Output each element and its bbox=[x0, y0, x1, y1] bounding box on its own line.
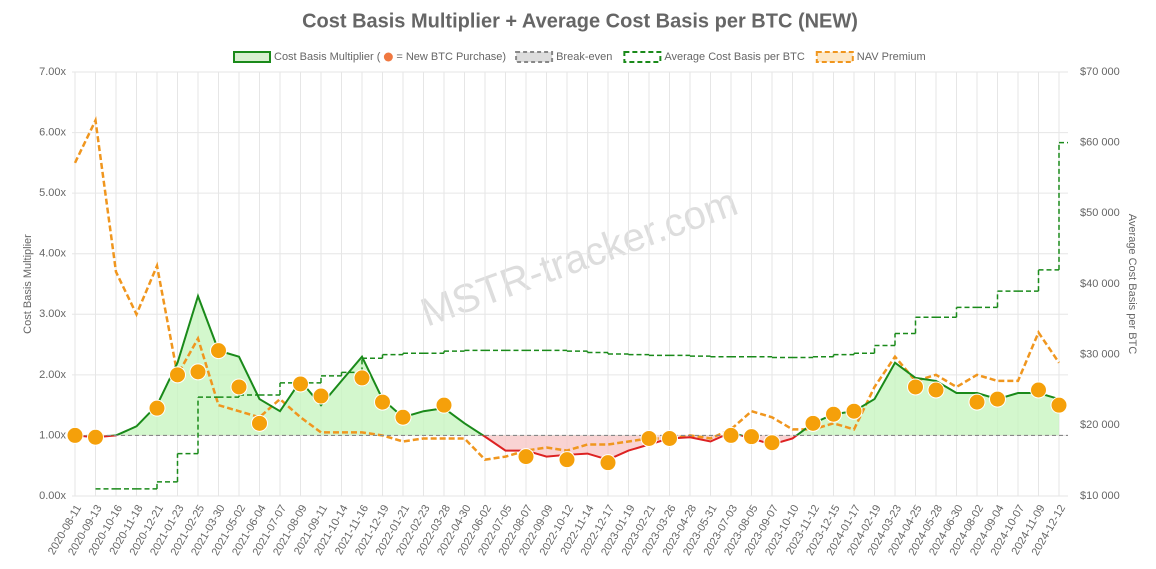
purchase-dot bbox=[599, 454, 617, 472]
legend-swatch bbox=[515, 51, 554, 63]
plot bbox=[66, 116, 1068, 490]
purchase-dot bbox=[804, 414, 822, 432]
legend: Cost Basis Multiplier ( = New BTC Purchas… bbox=[233, 51, 926, 63]
purchase-dot bbox=[968, 393, 986, 411]
purchase-dot bbox=[989, 390, 1006, 408]
purchase-dot bbox=[927, 381, 945, 399]
purchase-dot bbox=[1030, 381, 1047, 399]
purchase-dot bbox=[743, 428, 760, 446]
y2-tick-label: $20 000 bbox=[1080, 419, 1120, 431]
chart-title: Cost Basis Multiplier + Average Cost Bas… bbox=[302, 10, 858, 32]
purchase-dot bbox=[148, 399, 166, 417]
purchase-dot bbox=[292, 375, 309, 393]
legend-dot bbox=[383, 52, 393, 62]
y2-tick-label: $60 000 bbox=[1080, 137, 1120, 149]
y-tick-label: 0.00x bbox=[39, 490, 66, 502]
purchase-dot bbox=[189, 363, 207, 381]
purchase-dot bbox=[1050, 396, 1068, 414]
legend-swatch bbox=[233, 51, 271, 63]
y-tick-label: 5.00x bbox=[39, 187, 66, 199]
purchase-dot bbox=[251, 414, 268, 432]
purchase-dot bbox=[394, 408, 412, 426]
purchase-dot bbox=[845, 402, 863, 420]
legend-label: Cost Basis Multiplier ( bbox=[274, 51, 381, 63]
y2-tick-label: $10 000 bbox=[1080, 490, 1120, 502]
purchase-dot bbox=[661, 429, 678, 447]
y-tick-label: 6.00x bbox=[39, 126, 66, 138]
purchase-dot bbox=[353, 369, 371, 387]
y2-tick-label: $50 000 bbox=[1080, 207, 1120, 219]
y-tick-label: 1.00x bbox=[39, 429, 66, 441]
multiplier-area bbox=[116, 296, 1059, 436]
legend-label: Break-even bbox=[556, 51, 612, 63]
y2-tick-label: $40 000 bbox=[1080, 278, 1120, 290]
y-tick-label: 4.00x bbox=[39, 248, 66, 260]
purchase-dot bbox=[66, 426, 84, 444]
y-tick-label: 2.00x bbox=[39, 369, 66, 381]
legend-swatch bbox=[815, 51, 854, 63]
legend-label: NAV Premium bbox=[857, 51, 926, 63]
y-tick-label: 7.00x bbox=[39, 66, 66, 78]
purchase-dot bbox=[169, 366, 186, 384]
purchase-dot bbox=[640, 429, 658, 447]
purchase-dot bbox=[722, 426, 740, 444]
legend-label: = New BTC Purchase) bbox=[396, 51, 506, 63]
purchase-dot bbox=[558, 451, 576, 469]
purchase-dot bbox=[435, 396, 453, 414]
multiplier-line bbox=[75, 293, 1060, 436]
purchase-dot bbox=[210, 342, 227, 360]
y2-tick-label: $30 000 bbox=[1080, 349, 1120, 361]
purchase-dot bbox=[374, 393, 391, 411]
y-axis-label: Cost Basis Multiplier bbox=[22, 234, 34, 334]
multiplier-area bbox=[75, 435, 1059, 460]
purchase-dot bbox=[87, 428, 104, 446]
purchase-dot bbox=[517, 448, 535, 466]
purchase-dot bbox=[907, 378, 924, 396]
legend-label: Average Cost Basis per BTC bbox=[664, 51, 804, 63]
y-tick-label: 3.00x bbox=[39, 308, 66, 320]
legend-swatch bbox=[623, 51, 662, 63]
purchase-dot bbox=[763, 434, 781, 452]
y2-axis-label: Average Cost Basis per BTC bbox=[1126, 214, 1138, 354]
nav-premium-line bbox=[73, 116, 1061, 461]
purchase-dot bbox=[230, 378, 248, 396]
purchase-dot bbox=[312, 387, 330, 405]
y2-tick-label: $70 000 bbox=[1080, 66, 1120, 78]
purchase-dot bbox=[825, 405, 842, 423]
